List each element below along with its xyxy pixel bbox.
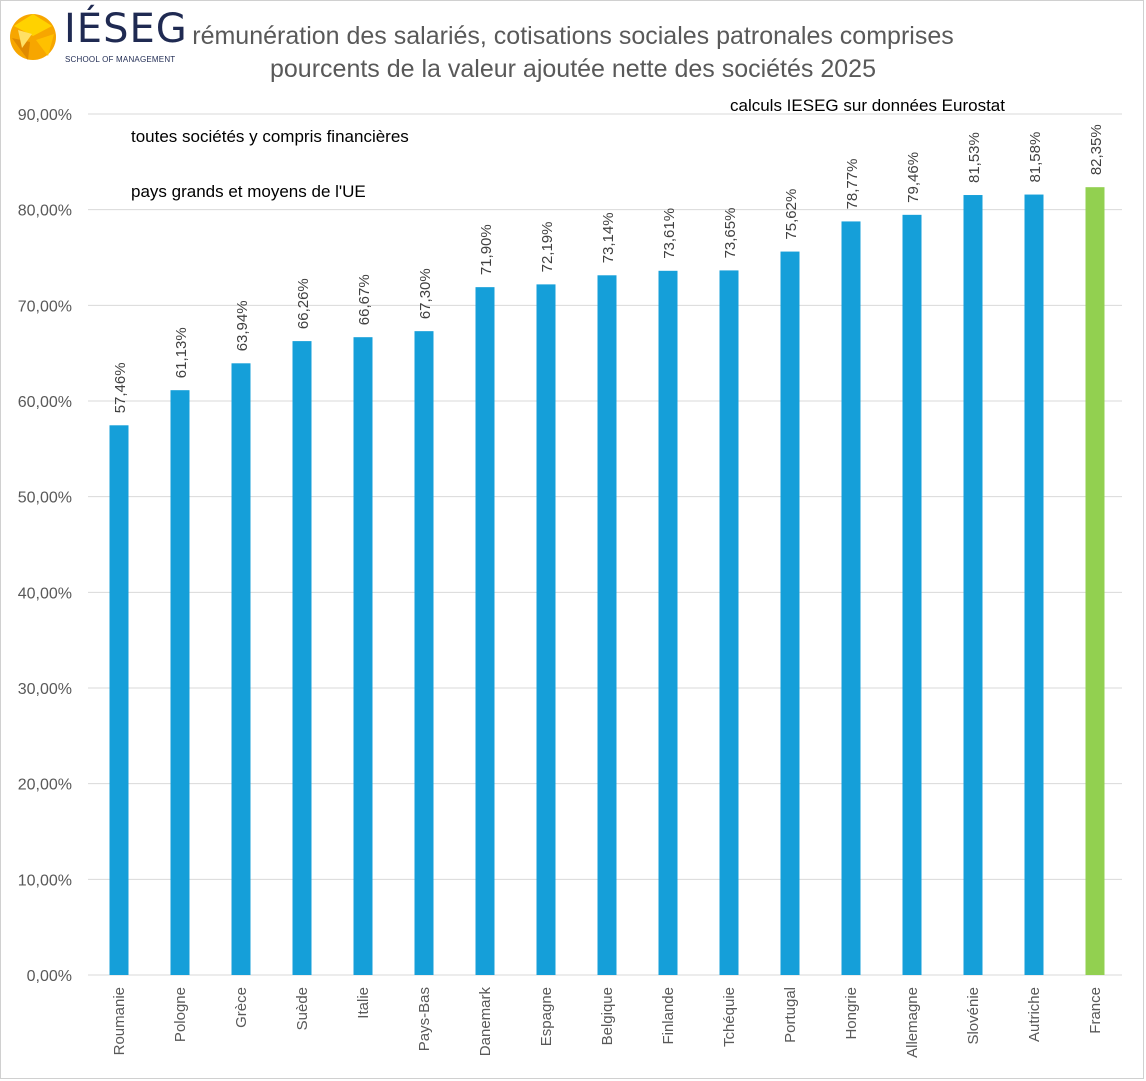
bar [292,341,312,975]
ieseg-logo-icon [10,14,56,60]
data-label: 61,13% [173,327,190,378]
data-label: 66,26% [295,278,312,329]
x-tick-label: France [1087,987,1104,1034]
bar [536,284,556,975]
data-label: 73,65% [722,208,739,259]
y-tick-label: 10,00% [18,872,72,889]
bar [902,214,922,976]
bar [1085,187,1105,975]
bar [109,425,129,976]
data-label: 67,30% [417,268,434,319]
x-tick-label: Italie [355,987,372,1019]
x-tick-label: Tchéquie [721,987,738,1047]
data-label: 81,53% [966,132,983,183]
countries-note: pays grands et moyens de l'UE [131,182,366,201]
data-label: 79,46% [905,152,922,203]
y-tick-label: 60,00% [18,394,72,411]
y-tick-label: 70,00% [18,298,72,315]
bar [231,363,251,975]
bar [1024,194,1044,975]
data-label: 66,67% [356,274,373,325]
x-tick-label: Portugal [782,987,799,1043]
y-tick-label: 90,00% [18,107,72,124]
data-label: 71,90% [478,224,495,275]
x-tick-label: Autriche [1026,987,1043,1042]
x-tick-label: Pays-Bas [416,987,433,1051]
bar [658,270,678,975]
data-label: 82,35% [1088,124,1105,175]
bar [719,270,739,975]
ieseg-logo: IÉSEG SCHOOL OF MANAGEMENT [8,6,187,66]
source-note: calculs IESEG sur données Eurostat [730,96,1005,115]
y-tick-label: 40,00% [18,585,72,602]
x-tick-label: Pologne [172,987,189,1042]
data-label: 75,62% [783,189,800,240]
y-tick-label: 20,00% [18,777,72,794]
logo-wordmark: IÉSEG [64,6,188,52]
x-tick-label: Belgique [599,987,616,1045]
bar [170,390,190,975]
x-tick-label: Allemagne [904,987,921,1058]
y-tick-label: 80,00% [18,203,72,220]
logo-subtitle: SCHOOL OF MANAGEMENT [65,55,176,64]
bar [414,331,434,975]
y-tick-label: 50,00% [18,490,72,507]
bar [780,251,800,975]
x-tick-label: Grèce [233,987,250,1028]
x-tick-label: Espagne [538,987,555,1046]
bar [597,275,617,975]
bar [475,287,495,975]
chart-title-line1: rémunération des salariés, cotisations s… [192,22,954,50]
data-label: 81,58% [1027,132,1044,183]
bar [963,195,983,975]
x-tick-label: Hongrie [843,987,860,1040]
data-label: 57,46% [112,362,129,413]
y-tick-label: 0,00% [27,968,72,985]
x-tick-label: Roumanie [111,987,128,1055]
data-label: 78,77% [844,159,861,210]
y-tick-label: 30,00% [18,681,72,698]
scope-note: toutes sociétés y compris financières [131,127,409,146]
x-tick-label: Slovénie [965,987,982,1045]
data-label: 73,61% [661,208,678,259]
bar [841,221,861,976]
x-tick-label: Danemark [477,987,494,1057]
x-tick-label: Finlande [660,987,677,1045]
chart-title-line2: pourcents de la valeur ajoutée nette des… [270,55,876,83]
chart-title: rémunération des salariés, cotisations s… [170,20,976,86]
data-label: 63,94% [234,300,251,351]
bar [353,337,373,976]
data-label: 73,14% [600,212,617,263]
data-label: 72,19% [539,222,556,273]
x-tick-label: Suède [294,987,311,1030]
